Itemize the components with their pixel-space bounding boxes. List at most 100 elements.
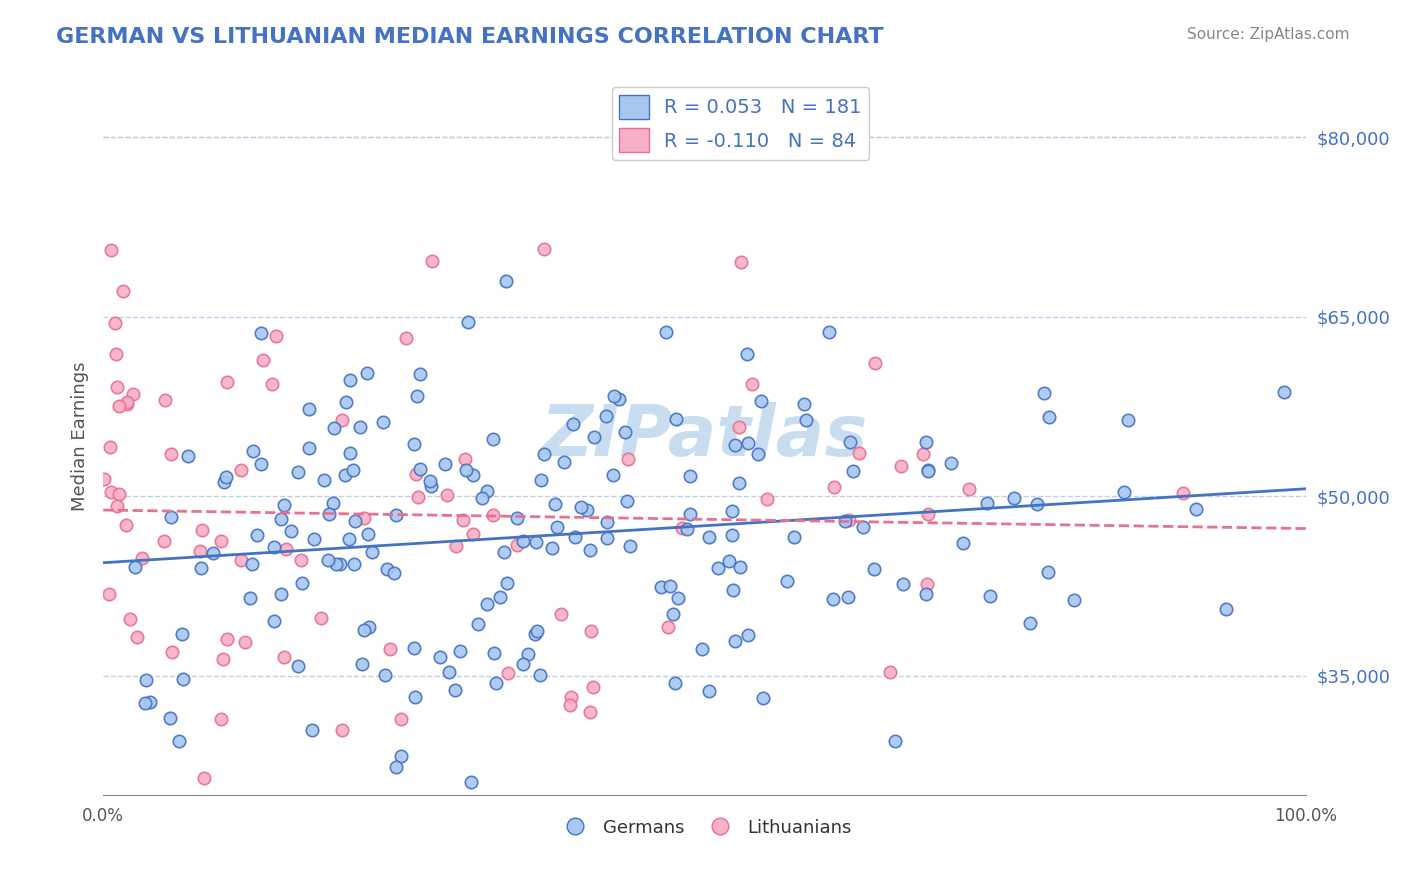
Germans (679, 507, 702, 521)
Germans (374, 668, 396, 682)
Germans (389, 748, 412, 763)
Germans (461, 468, 484, 483)
Lithuanians (100, 243, 122, 257)
Lithuanians (463, 526, 485, 541)
Lithuanians (406, 490, 429, 504)
Germans (316, 553, 339, 567)
Germans (404, 640, 426, 655)
Germans (659, 579, 682, 593)
Germans (287, 465, 309, 479)
Lithuanians (191, 523, 214, 537)
Lithuanians (98, 440, 121, 454)
Germans (917, 463, 939, 477)
Germans (273, 498, 295, 512)
Germans (167, 734, 190, 748)
Germans (664, 676, 686, 690)
Germans (460, 775, 482, 789)
Lithuanians (755, 492, 778, 507)
Germans (1272, 385, 1295, 400)
Germans (250, 326, 273, 340)
Lithuanians (560, 690, 582, 705)
Germans (339, 446, 361, 460)
Germans (335, 395, 357, 409)
Lithuanians (252, 352, 274, 367)
Lithuanians (188, 544, 211, 558)
Lithuanians (105, 347, 128, 361)
Germans (343, 557, 366, 571)
Lithuanians (260, 377, 283, 392)
Germans (544, 497, 567, 511)
Lithuanians (912, 447, 935, 461)
Germans (297, 441, 319, 455)
Germans (263, 615, 285, 629)
Lithuanians (112, 284, 135, 298)
Lithuanians (125, 630, 148, 644)
Germans (373, 415, 395, 429)
Germans (280, 524, 302, 539)
Lithuanians (217, 375, 239, 389)
Lithuanians (727, 419, 749, 434)
Lithuanians (153, 533, 176, 548)
Lithuanians (264, 329, 287, 343)
Lithuanians (446, 539, 468, 553)
Germans (467, 616, 489, 631)
Germans (914, 434, 936, 449)
Germans (249, 457, 271, 471)
Germans (134, 696, 156, 710)
Germans (707, 561, 730, 575)
Germans (263, 540, 285, 554)
Germans (1018, 615, 1040, 630)
Lithuanians (863, 356, 886, 370)
Germans (751, 691, 773, 706)
Germans (852, 519, 875, 533)
Germans (884, 734, 907, 748)
Lithuanians (105, 379, 128, 393)
Lithuanians (311, 610, 333, 624)
Germans (794, 412, 817, 426)
Lithuanians (558, 698, 581, 713)
Germans (287, 659, 309, 673)
Germans (650, 580, 672, 594)
Lithuanians (616, 452, 638, 467)
Germans (240, 558, 263, 572)
Germans (339, 373, 361, 387)
Lithuanians (97, 587, 120, 601)
Germans (793, 397, 815, 411)
Germans (607, 392, 630, 406)
Germans (697, 530, 720, 544)
Germans (418, 474, 440, 488)
Germans (357, 527, 380, 541)
Germans (523, 627, 546, 641)
Germans (917, 464, 939, 478)
Germans (512, 534, 534, 549)
Germans (176, 449, 198, 463)
Germans (270, 512, 292, 526)
Germans (721, 582, 744, 597)
Germans (666, 591, 689, 605)
Germans (603, 389, 626, 403)
Lithuanians (93, 472, 115, 486)
Lithuanians (160, 645, 183, 659)
Germans (839, 435, 862, 450)
Germans (484, 647, 506, 661)
Germans (979, 589, 1001, 603)
Germans (492, 544, 515, 558)
Germans (489, 590, 512, 604)
Lithuanians (671, 520, 693, 534)
Germans (318, 507, 340, 521)
Germans (1063, 593, 1085, 607)
Lithuanians (405, 467, 427, 481)
Germans (863, 561, 886, 575)
Lithuanians (482, 508, 505, 522)
Germans (579, 543, 602, 558)
Germans (212, 475, 235, 490)
Germans (595, 409, 617, 423)
Legend: Germans, Lithuanians: Germans, Lithuanians (550, 812, 859, 844)
Lithuanians (332, 723, 354, 738)
Lithuanians (741, 377, 763, 392)
Germans (404, 690, 426, 704)
Germans (242, 443, 264, 458)
Lithuanians (848, 445, 870, 459)
Germans (728, 476, 751, 491)
Lithuanians (105, 499, 128, 513)
